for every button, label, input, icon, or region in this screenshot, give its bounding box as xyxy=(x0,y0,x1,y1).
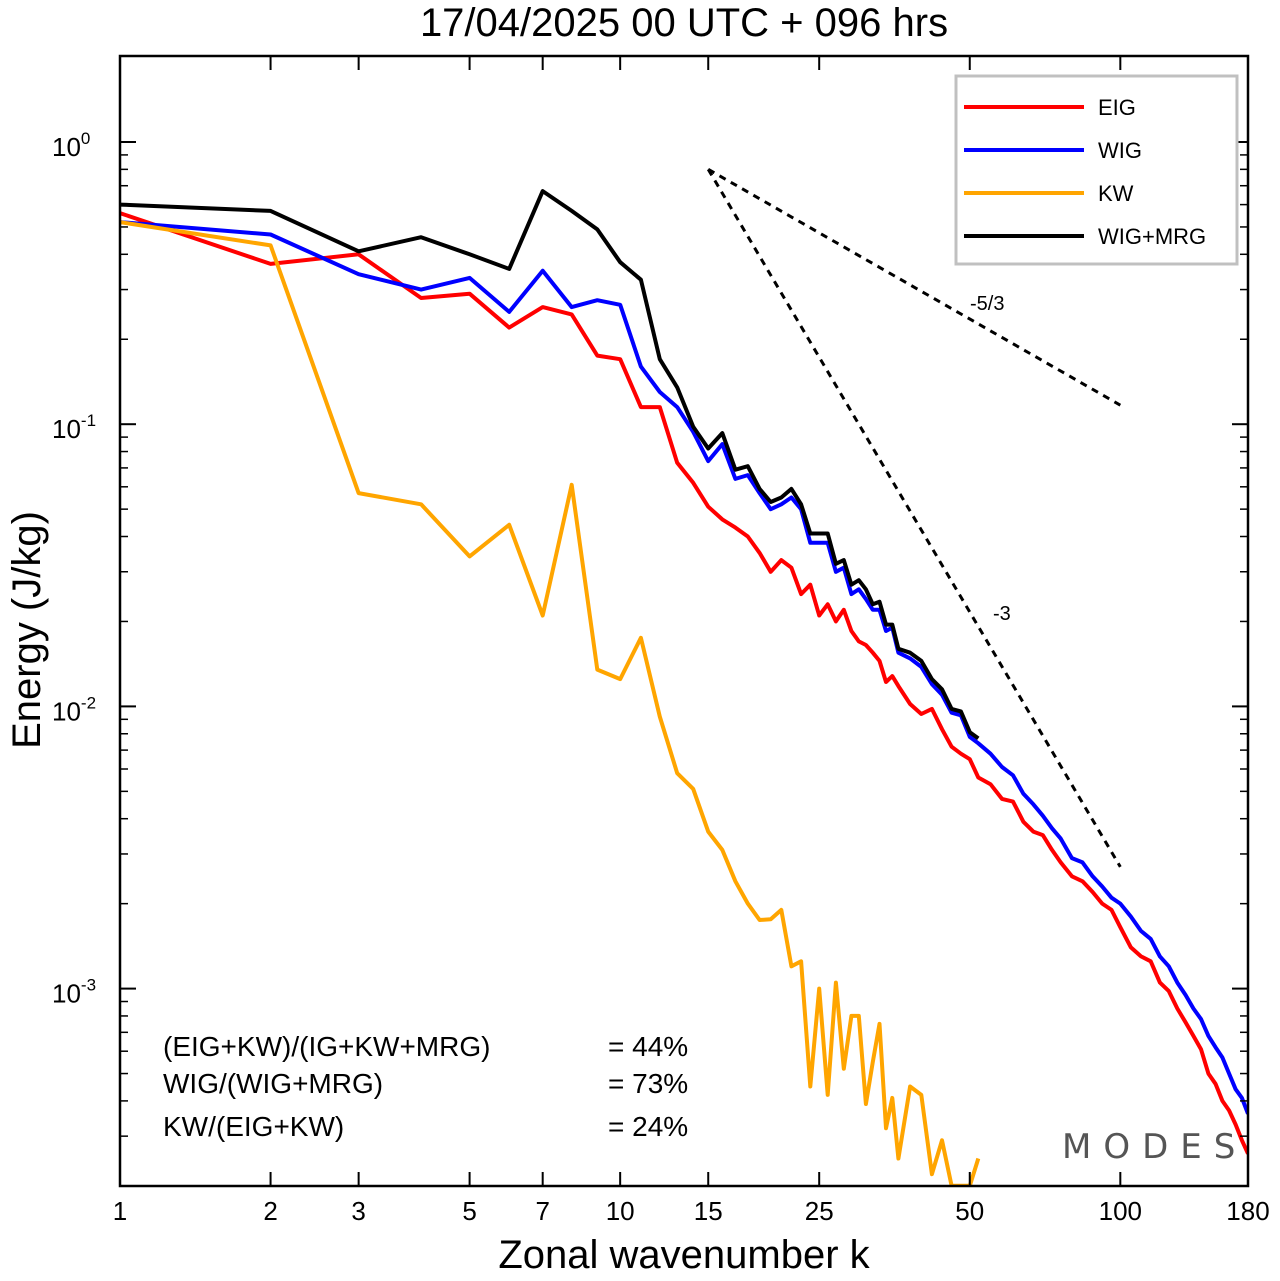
chart-title: 17/04/2025 00 UTC + 096 hrs xyxy=(420,1,948,45)
series-line-kw xyxy=(120,220,981,1186)
series-layer xyxy=(120,189,1248,1186)
annotation-value-2: = 73% xyxy=(608,1068,688,1099)
x-tick-label: 15 xyxy=(694,1196,723,1226)
x-tick-label: 2 xyxy=(263,1196,277,1226)
x-tick-label: 180 xyxy=(1226,1196,1269,1226)
series-line-wig xyxy=(120,220,1248,1115)
y-tick-label: 100 xyxy=(52,129,90,162)
legend-label-wig-mrg: WIG+MRG xyxy=(1098,224,1206,249)
x-tick-label: 50 xyxy=(955,1196,984,1226)
y-tick-label: 10-1 xyxy=(52,411,96,444)
reference-line-minus-3 xyxy=(706,168,1122,868)
annotation-label-2: WIG/(WIG+MRG) xyxy=(163,1068,383,1099)
y-tick-label: 10-2 xyxy=(52,693,96,726)
x-tick-label: 100 xyxy=(1099,1196,1142,1226)
legend-label-eig: EIG xyxy=(1098,95,1136,120)
legend-label-kw: KW xyxy=(1098,181,1134,206)
modes-watermark: MODES xyxy=(1062,1127,1247,1167)
axis-ticks: 1 2 3 5 7 10 15 25 50 100 180 100 10-1 10-2 10-3 xyxy=(52,56,1270,1226)
x-tick-label: 25 xyxy=(805,1196,834,1226)
y-tick-label: 10-3 xyxy=(52,976,96,1009)
reference-line-label-minus-5-3: -5/3 xyxy=(970,293,1004,315)
series-line-wig-mrg xyxy=(120,189,980,741)
annotation-label-1: (EIG+KW)/(IG+KW+MRG) xyxy=(163,1031,490,1062)
legend-items: EIG WIG KW WIG+MRG xyxy=(964,95,1206,249)
ratio-annotations: (EIG+KW)/(IG+KW+MRG) = 44% WIG/(WIG+MRG)… xyxy=(163,1031,688,1142)
reference-line-minus-5-3 xyxy=(707,168,1122,407)
legend: EIG WIG KW WIG+MRG xyxy=(954,74,1239,266)
annotation-value-1: = 44% xyxy=(608,1031,688,1062)
x-tick-label: 1 xyxy=(113,1196,127,1226)
x-tick-label: 7 xyxy=(535,1196,549,1226)
x-tick-label: 5 xyxy=(462,1196,476,1226)
annotation-value-3: = 24% xyxy=(608,1111,688,1142)
series-line-eig xyxy=(120,211,1248,1155)
x-tick-label: 10 xyxy=(606,1196,635,1226)
reference-slope-lines: -5/3 -3 xyxy=(706,168,1122,868)
legend-label-wig: WIG xyxy=(1098,138,1142,163)
y-axis-label: Energy (J/kg) xyxy=(5,511,49,749)
reference-line-label-minus-3: -3 xyxy=(993,603,1011,625)
x-axis-label: Zonal wavenumber k xyxy=(498,1233,870,1277)
annotation-label-3: KW/(EIG+KW) xyxy=(163,1111,344,1142)
x-tick-label: 3 xyxy=(351,1196,365,1226)
